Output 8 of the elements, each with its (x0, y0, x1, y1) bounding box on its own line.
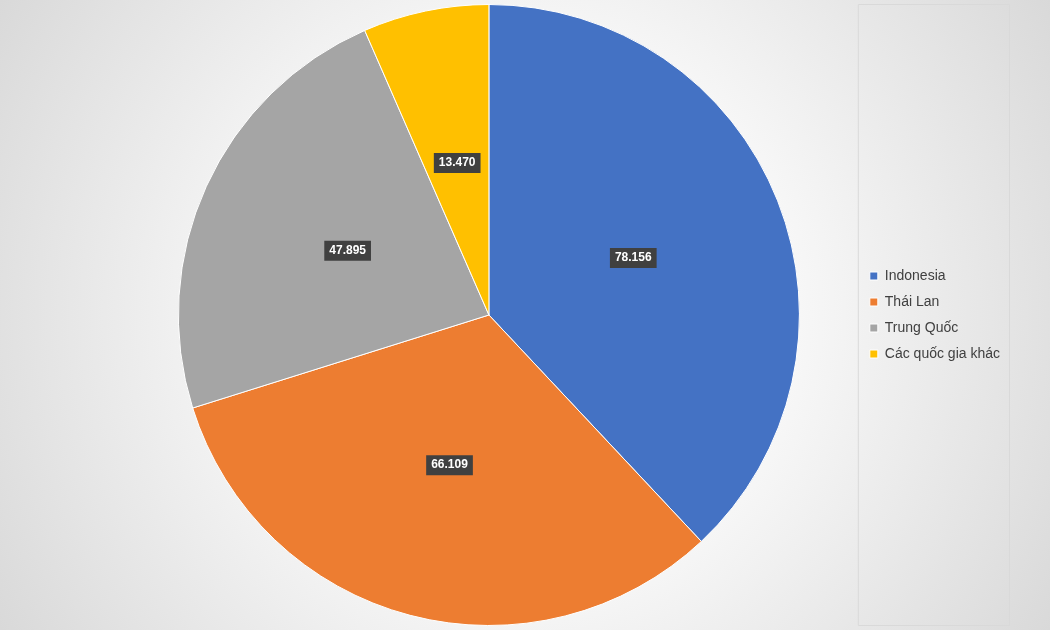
legend-label: Trung Quốc (884, 318, 959, 335)
legend-label: Thái Lan (884, 292, 940, 309)
data-label: 66.109 (431, 457, 469, 472)
data-label: 13.470 (438, 155, 476, 170)
legend-label: Các quốc gia khác (884, 344, 1001, 361)
data-label: 47.895 (329, 242, 367, 257)
data-label: 78.156 (614, 250, 652, 265)
legend-label: Indonesia (884, 266, 946, 283)
